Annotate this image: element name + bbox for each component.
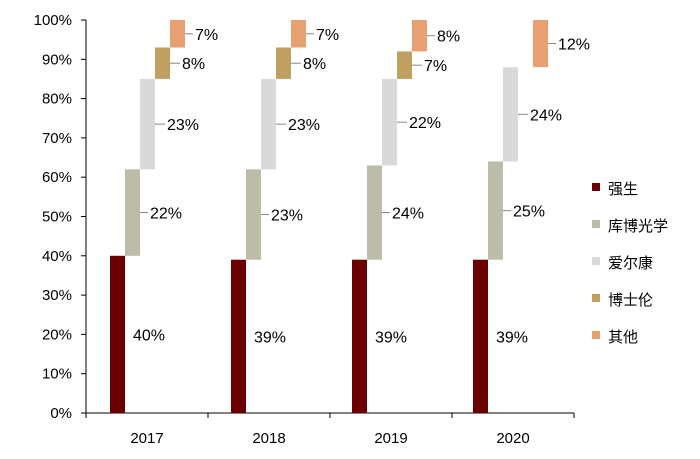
y-tick-label: 40% [42,248,72,265]
data-label: 22% [409,115,441,132]
bar-2019-强生 [352,259,367,413]
bar-2020-强生 [473,259,488,413]
data-label: 7% [195,27,218,44]
x-tick-label: 2020 [496,430,529,447]
x-tick-label: 2019 [374,430,407,447]
data-label: 7% [316,27,339,44]
data-label: 24% [530,107,562,124]
data-label: 39% [254,329,286,346]
x-tick-label: 2017 [130,430,163,447]
y-tick-label: 100% [34,12,72,29]
bar-2017-强生 [110,255,125,413]
bar-2019-博士伦 [397,51,412,79]
y-tick-label: 30% [42,287,72,304]
bar-2018-强生 [231,259,246,413]
y-tick-label: 50% [42,209,72,226]
y-tick-label: 90% [42,51,72,68]
bar-2017-爱尔康 [140,78,155,170]
y-tick-label: 80% [42,91,72,108]
data-label: 7% [424,58,447,75]
legend-swatch-爱尔康 [592,257,600,265]
bar-2018-爱尔康 [261,78,276,170]
data-label: 23% [271,208,303,225]
data-label: 39% [375,329,407,346]
y-tick-label: 10% [42,366,72,383]
legend-swatch-博士伦 [592,294,600,302]
bar-2018-博士伦 [276,47,291,79]
y-tick-label: 20% [42,326,72,343]
data-label: 8% [437,29,460,46]
legend-label: 爱尔康 [608,254,653,272]
bar-2019-库博光学 [367,165,382,260]
bar-2020-库博光学 [488,161,503,260]
y-tick-label: 60% [42,169,72,186]
y-tick-label: 0% [50,405,72,422]
legend-swatch-其他 [592,331,600,339]
data-label: 23% [167,117,199,134]
x-tick-label: 2018 [252,430,285,447]
data-label: 12% [558,37,590,54]
data-label: 40% [133,327,165,344]
data-label: 8% [182,56,205,73]
bar-2020-爱尔康 [503,67,518,162]
bar-2019-其他 [412,20,427,52]
data-label: 8% [303,56,326,73]
bar-2017-库博光学 [125,169,140,256]
legend-swatch-库博光学 [592,220,600,228]
bar-2018-其他 [291,20,306,48]
data-label: 25% [513,204,545,221]
bar-2018-库博光学 [246,169,261,260]
data-label: 39% [496,329,528,346]
bar-2020-其他 [533,20,548,68]
bar-2017-博士伦 [155,47,170,79]
legend-label: 库博光学 [608,217,668,235]
data-label: 24% [392,206,424,223]
legend-swatch-强生 [592,183,600,191]
data-label: 22% [150,206,182,223]
legend-label: 其他 [608,328,638,346]
legend-label: 强生 [608,180,638,198]
legend-label: 博士伦 [608,291,653,309]
bar-2017-其他 [170,20,185,48]
y-tick-label: 70% [42,130,72,147]
bar-2019-爱尔康 [382,78,397,166]
data-label: 23% [288,117,320,134]
